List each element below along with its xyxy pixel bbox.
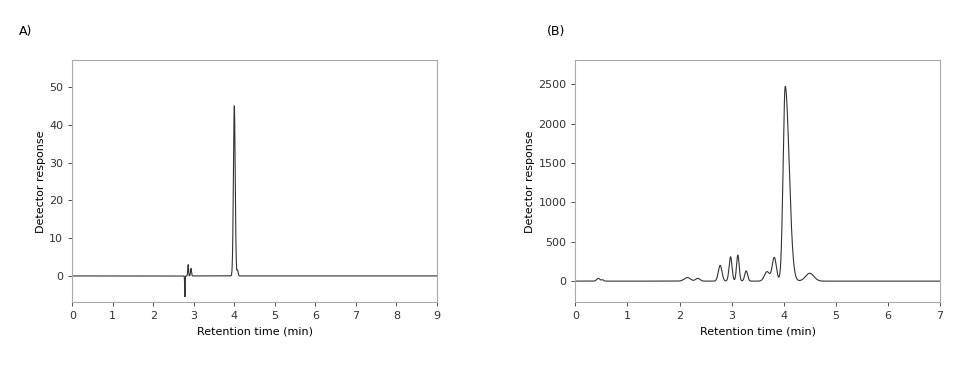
Y-axis label: Detector response: Detector response [37,130,46,233]
X-axis label: Retention time (min): Retention time (min) [197,327,312,337]
Text: A): A) [19,25,33,38]
Text: (B): (B) [547,25,565,38]
Y-axis label: Detector response: Detector response [525,130,535,233]
X-axis label: Retention time (min): Retention time (min) [700,327,816,337]
